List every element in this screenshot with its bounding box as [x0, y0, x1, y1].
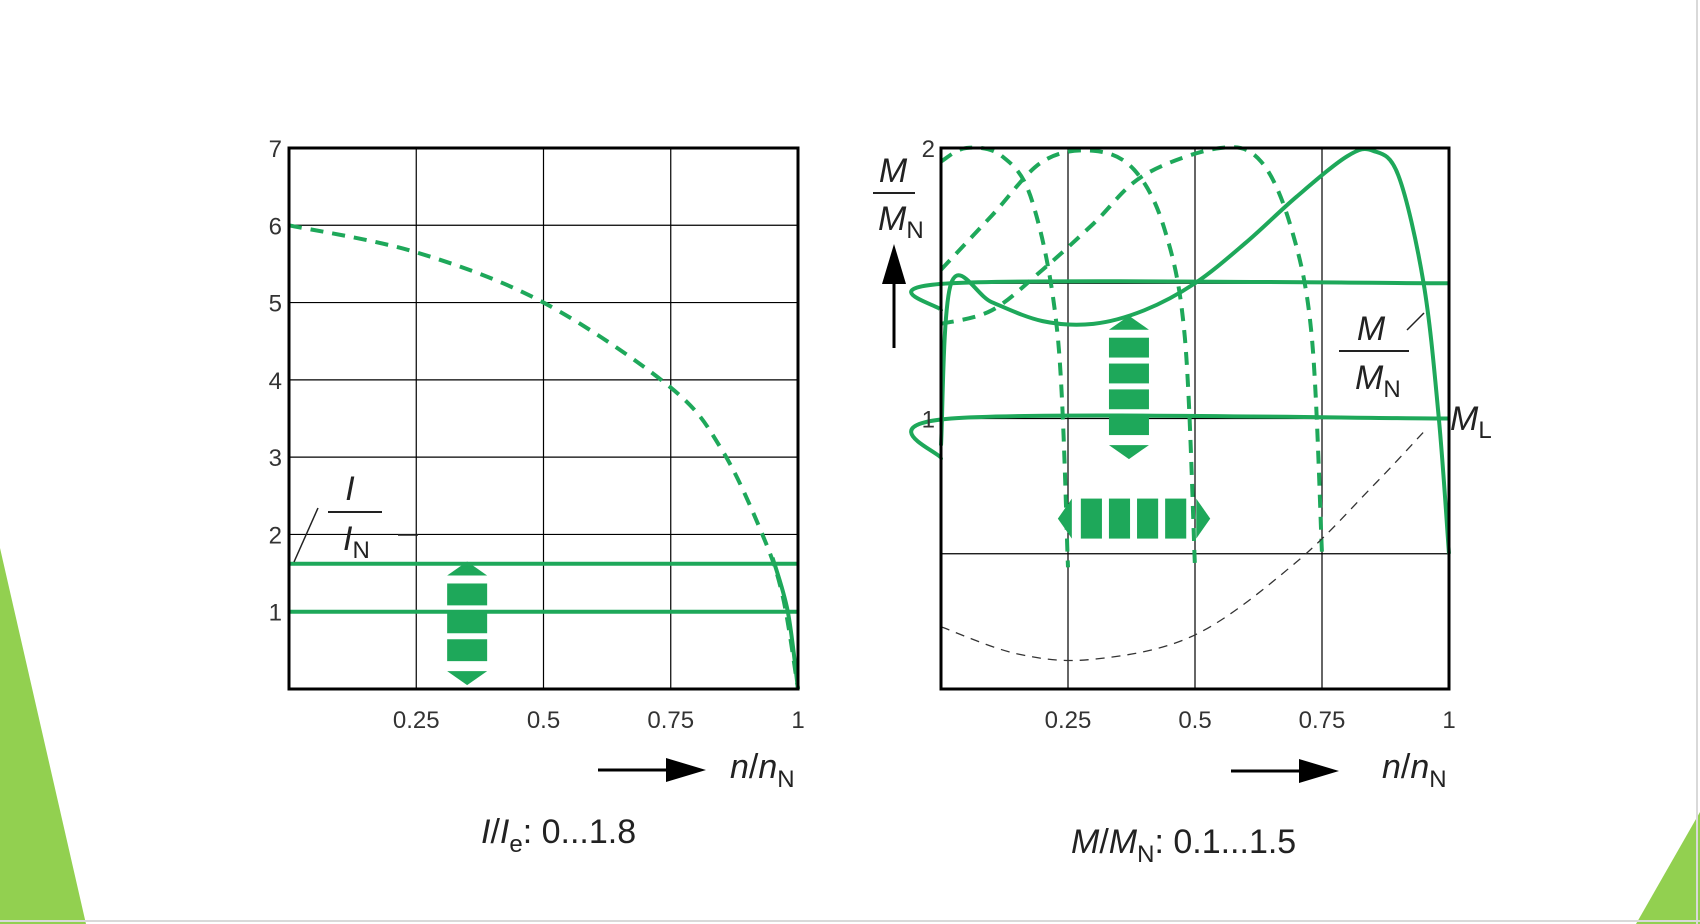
series-line-5 — [939, 148, 1197, 568]
y-tick-label: 2 — [922, 136, 935, 163]
x-tick-label: 0.5 — [1178, 707, 1211, 734]
x-tick-label: 0.75 — [1299, 707, 1346, 734]
x-tick-label: 1 — [791, 707, 804, 734]
double-arrow-vertical — [1108, 315, 1149, 460]
x-tick-label: 0.5 — [527, 707, 560, 734]
grid — [289, 148, 798, 689]
arrow-head-bottom — [1108, 445, 1149, 460]
y-label-numerator: M — [879, 152, 908, 190]
y-tick-label: 7 — [269, 136, 282, 163]
curve-label-denominator: MN — [1355, 359, 1401, 403]
series-line-2 — [909, 279, 1450, 313]
arrow-head-bottom — [447, 671, 488, 686]
series-line-7 — [940, 431, 1425, 662]
arrow-head-left — [1057, 498, 1072, 539]
arrows-group — [1057, 315, 1211, 539]
curve-label-numerator: M — [1357, 310, 1386, 348]
current-speed-chart: 1 2 3 4 5 6 7 0.25 0.5 0.75 1 I IN n/nN I/Ie: 0..… — [269, 136, 805, 858]
series-line-3 — [939, 147, 1451, 554]
y-label-denominator: MN — [878, 200, 924, 244]
y-label-leader — [293, 507, 319, 563]
series-line-4 — [770, 557, 800, 690]
load-torque-label: ML — [1450, 400, 1492, 444]
arrow-bar — [1080, 498, 1102, 539]
arrow-bar — [1108, 337, 1149, 358]
arrow-head-top — [1108, 315, 1149, 330]
y-tick-label: 1 — [922, 407, 935, 434]
x-tick-label: 0.25 — [1045, 707, 1092, 734]
double-arrow-vertical — [447, 561, 488, 686]
y-label-numerator: I — [345, 470, 355, 508]
torque-speed-chart: 12 0.25 0.5 0.75 1 M MN M MN ML n/nN M/MN: … — [873, 136, 1492, 868]
arrow-bar — [1108, 498, 1131, 539]
x-tick-labels: 0.25 0.5 0.75 1 — [393, 707, 805, 734]
plot-frame — [287, 146, 800, 691]
y-tick-label: 5 — [269, 291, 282, 318]
series-line-1 — [909, 413, 1450, 460]
arrow-bar — [1165, 498, 1187, 539]
chart-caption: M/MN: 0.1...1.5 — [1071, 823, 1296, 868]
chart-caption: I/Ie: 0...1.8 — [481, 813, 636, 858]
x-axis-label: n/nN — [1382, 748, 1447, 793]
y-axis-arrow-head — [882, 244, 906, 284]
x-axis-arrow-head — [666, 758, 706, 782]
series-group — [909, 145, 1451, 662]
arrow-bar — [1137, 498, 1159, 539]
x-tick-label: 1 — [1442, 707, 1455, 734]
y-tick-label: 3 — [269, 445, 282, 472]
arrow-head-right — [1196, 498, 1211, 539]
slide-accent-right — [1636, 812, 1700, 924]
series-line-4 — [939, 145, 1070, 568]
y-tick-label: 6 — [269, 213, 282, 240]
y-tick-label: 1 — [269, 600, 282, 627]
x-axis-arrow-head — [1299, 759, 1339, 783]
curve-label-leader — [1406, 312, 1425, 331]
arrow-head-top — [447, 561, 488, 576]
y-tick-labels: 1 2 3 4 5 6 7 — [269, 136, 282, 627]
arrow-bar — [1108, 415, 1149, 436]
double-arrow-horizontal — [1057, 498, 1211, 539]
series-group — [288, 223, 800, 690]
plot-frame — [939, 146, 1451, 691]
arrow-bar — [447, 611, 488, 634]
y-tick-labels: 12 — [922, 136, 935, 434]
x-tick-label: 0.75 — [647, 707, 694, 734]
arrow-bar — [1108, 389, 1149, 410]
y-tick-label: 4 — [269, 368, 282, 395]
arrows-group — [447, 561, 488, 686]
x-tick-label: 0.25 — [393, 707, 440, 734]
y-label-denominator: IN — [343, 520, 370, 564]
slide-accent-left — [0, 548, 86, 924]
arrow-bar — [447, 583, 488, 606]
arrow-bar — [1108, 363, 1149, 384]
x-axis-label: n/nN — [730, 748, 795, 793]
arrow-bar — [447, 639, 488, 662]
y-tick-label: 2 — [269, 522, 282, 549]
x-tick-labels: 0.25 0.5 0.75 1 — [1045, 707, 1456, 734]
